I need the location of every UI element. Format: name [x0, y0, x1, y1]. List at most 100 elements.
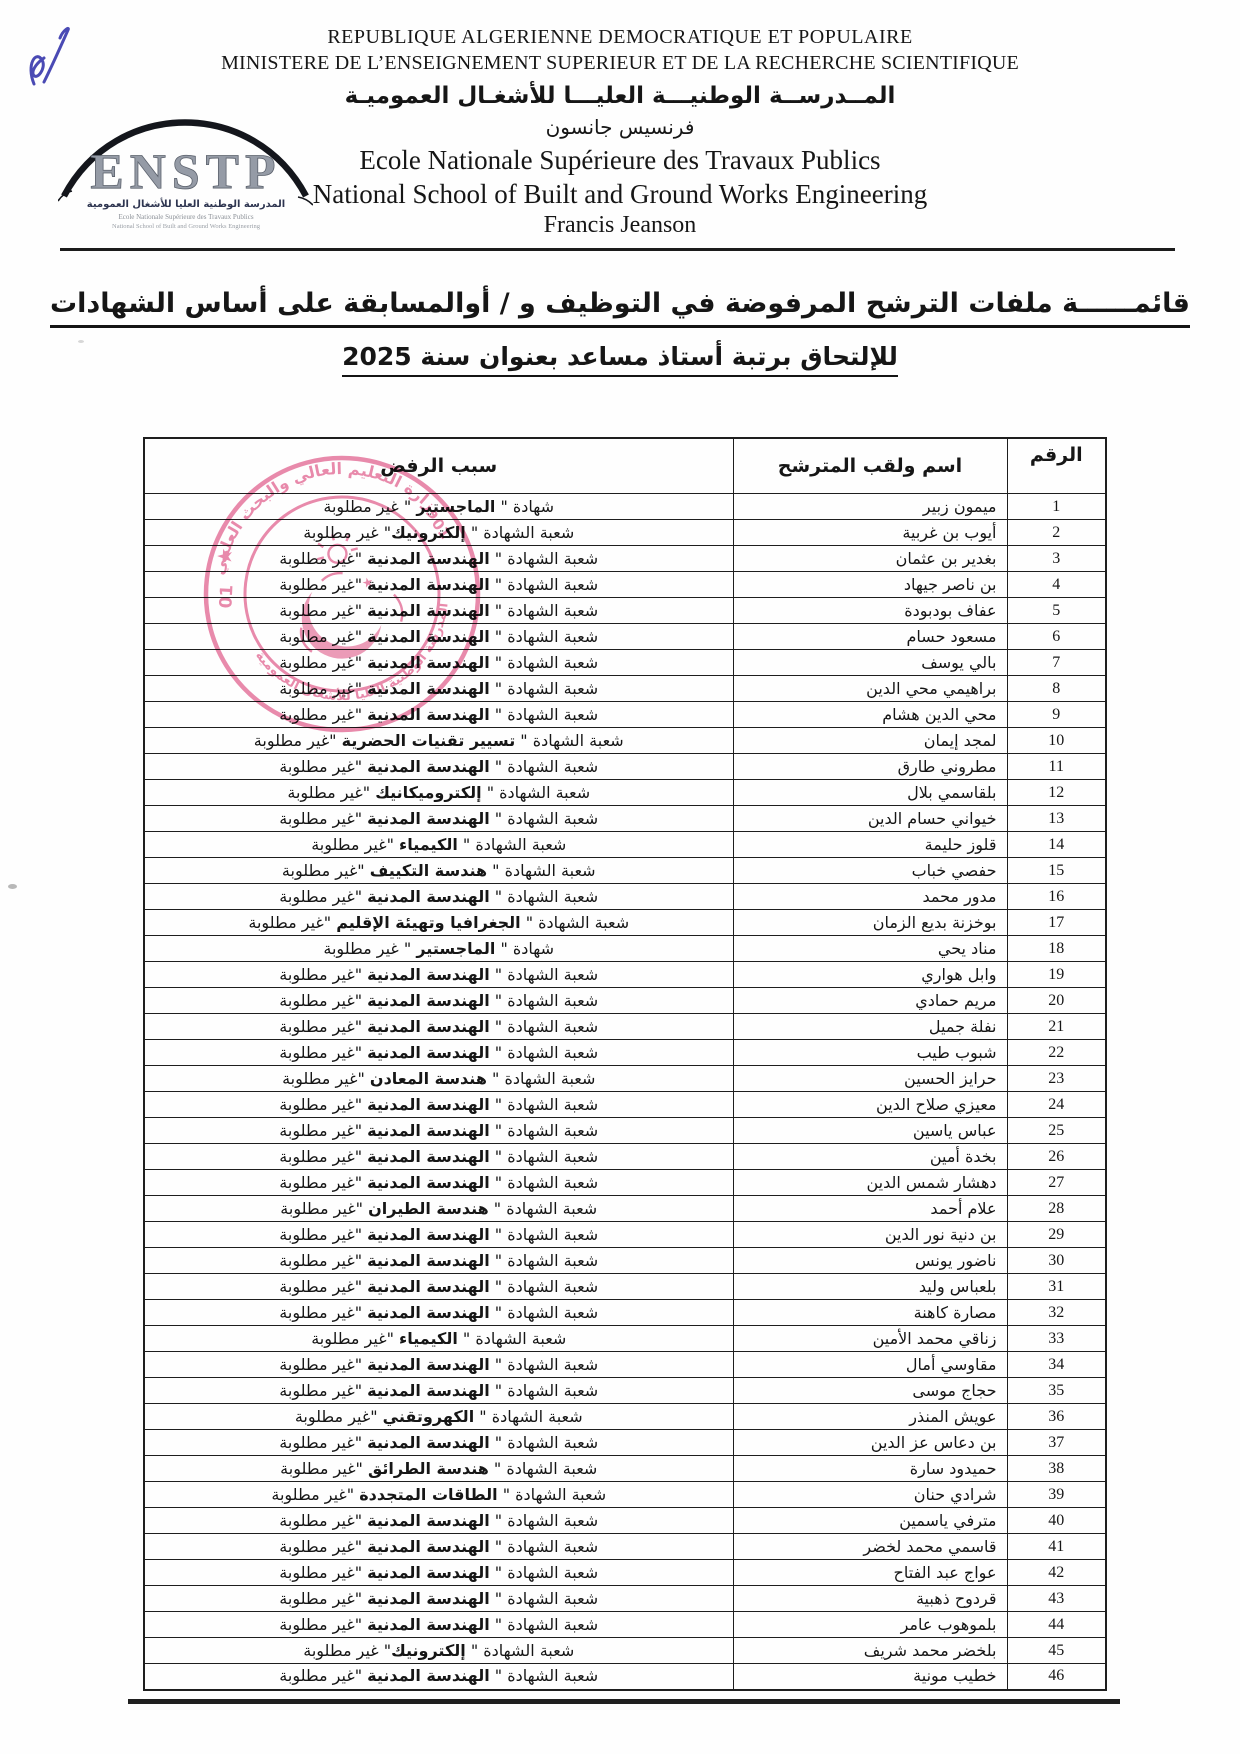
table-row: 37 بن دعاس عز الدين شعبة الشهادة " الهندسة… — [143, 1429, 1107, 1456]
table-row: 2 أيوب بن غربية شعبة الشهادة " إلكترونيك" … — [143, 519, 1107, 546]
candidate-name: قلوز حليمة — [732, 831, 1008, 858]
row-number: 36 — [1006, 1403, 1107, 1430]
rejection-reason: شعبة الشهادة " الهندسة المدنية "غير مطلو… — [143, 545, 734, 572]
candidate-name: أيوب بن غربية — [732, 519, 1008, 546]
candidate-name: عويش المنذر — [732, 1403, 1008, 1430]
row-number: 44 — [1006, 1611, 1107, 1638]
candidate-name: مترفي ياسمين — [732, 1507, 1008, 1534]
row-number: 32 — [1006, 1299, 1107, 1326]
candidate-name: خطيب مونية — [732, 1663, 1008, 1690]
candidate-name: محي الدين هشام — [732, 701, 1008, 728]
candidate-name: لمجد إيمان — [732, 727, 1008, 754]
candidate-name: معيزي صلاح الدين — [732, 1091, 1008, 1118]
rejection-reason: شعبة الشهادة " الكيمياء "غير مطلوبة — [143, 1325, 734, 1352]
rejection-reason: شعبة الشهادة " الهندسة المدنية "غير مطلو… — [143, 1559, 734, 1586]
candidate-name: حفصي خباب — [732, 857, 1008, 884]
enstp-logo: ENSTP المدرسة الوطنية العليا للأشغال الع… — [58, 119, 313, 230]
candidate-name: براهيمي محي الدين — [732, 675, 1008, 702]
row-number: 46 — [1006, 1663, 1107, 1690]
candidate-name: قردوح ذهبية — [732, 1585, 1008, 1612]
rejection-reason: شعبة الشهادة " الهندسة المدنية "غير مطلو… — [143, 1429, 734, 1456]
rejection-reason: شعبة الشهادة " الهندسة المدنية "غير مطلو… — [143, 883, 734, 910]
table-row: 1 ميمون زبير شهادة " الماجستير " غير مطلوب… — [143, 493, 1107, 520]
candidate-name: بن دعاس عز الدين — [732, 1429, 1008, 1456]
candidate-name: بلقاسمي بلال — [732, 779, 1008, 806]
rejection-reason: شعبة الشهادة " هندسة الطيران "غير مطلوبة — [143, 1195, 734, 1222]
school-name-english: National School of Built and Ground Work… — [312, 179, 928, 209]
candidate-name: عفاف بودبودة — [732, 597, 1008, 624]
rejection-reason: شعبة الشهادة " الهندسة المدنية "غير مطلو… — [143, 675, 734, 702]
logo-arabic-line: المدرسة الوطنية العليا للأشغال العمومية — [87, 197, 286, 210]
candidate-name: شرادي حنان — [732, 1481, 1008, 1508]
row-number: 19 — [1006, 961, 1107, 988]
table-row: 10 لمجد إيمان شعبة الشهادة " تسيير تقنيات … — [143, 727, 1107, 754]
table-row: 12 بلقاسمي بلال شعبة الشهادة " إلكتروميكان… — [143, 779, 1107, 806]
logo-french-line: Ecole Nationale Supérieure des Travaux P… — [118, 213, 253, 221]
row-number: 43 — [1006, 1585, 1107, 1612]
header-number: الرقم — [1006, 437, 1107, 494]
logo-acronym: ENSTP — [90, 143, 281, 199]
row-number: 4 — [1006, 571, 1107, 598]
rejection-reason: شعبة الشهادة " إلكتروميكانيك "غير مطلوبة — [143, 779, 734, 806]
row-number: 3 — [1006, 545, 1107, 572]
table-row: 28 علام أحمد شعبة الشهادة " هندسة الطيران … — [143, 1195, 1107, 1222]
rejection-reason: شعبة الشهادة " الهندسة المدنية "غير مطلو… — [143, 1143, 734, 1170]
row-number: 24 — [1006, 1091, 1107, 1118]
table-row: 3 بغدير بن عثمان شعبة الشهادة " الهندسة ال… — [143, 545, 1107, 572]
rejection-reason: شعبة الشهادة " الهندسة المدنية "غير مطلو… — [143, 1663, 734, 1690]
rejection-reason: شعبة الشهادة " الهندسة المدنية "غير مطلو… — [143, 1221, 734, 1248]
candidate-name: بوخزنة بديع الزمان — [732, 909, 1008, 936]
rejection-reason: شعبة الشهادة " الهندسة المدنية "غير مطلو… — [143, 1091, 734, 1118]
rejection-reason: شعبة الشهادة " الهندسة المدنية "غير مطلو… — [143, 1507, 734, 1534]
scan-speck — [8, 884, 17, 889]
rejection-reason: شعبة الشهادة " إلكترونيك" غير مطلوبة — [143, 1637, 734, 1664]
row-number: 5 — [1006, 597, 1107, 624]
row-number: 21 — [1006, 1013, 1107, 1040]
rejection-reason: شعبة الشهادة " الهندسة المدنية "غير مطلو… — [143, 961, 734, 988]
candidate-name: بن ناصر جيهاد — [732, 571, 1008, 598]
candidate-name: بخدة أمين — [732, 1143, 1008, 1170]
rejection-reason: شعبة الشهادة " الهندسة المدنية "غير مطلو… — [143, 1351, 734, 1378]
table-row: 38 حميدود سارة شعبة الشهادة " هندسة الطرائ… — [143, 1455, 1107, 1482]
table-row: 30 ناضور يونس شعبة الشهادة " الهندسة المدن… — [143, 1247, 1107, 1274]
rejection-reason: شعبة الشهادة " الهندسة المدنية "غير مطلو… — [143, 1117, 734, 1144]
rejection-table: الرقم اسم ولقب المترشح سبب الرفض 1 ميمون … — [143, 437, 1107, 1691]
rejection-reason: شعبة الشهادة " الهندسة المدنية "غير مطلو… — [143, 1585, 734, 1612]
rejection-reason: شعبة الشهادة " الهندسة المدنية "غير مطلو… — [143, 623, 734, 650]
row-number: 9 — [1006, 701, 1107, 728]
table-row: 18 مناد يحي شهادة " الماجستير " غير مطلوبة — [143, 935, 1107, 962]
row-number: 18 — [1006, 935, 1107, 962]
bottom-rule — [128, 1699, 1120, 1704]
header-divider — [60, 248, 1175, 251]
row-number: 29 — [1006, 1221, 1107, 1248]
row-number: 7 — [1006, 649, 1107, 676]
candidate-name: ناضور يونس — [732, 1247, 1008, 1274]
table-row: 31 بلعباس وليد شعبة الشهادة " الهندسة المد… — [143, 1273, 1107, 1300]
ministry-line: MINISTERE DE L’ENSEIGNEMENT SUPERIEUR ET… — [221, 52, 1019, 74]
rejection-reason: شعبة الشهادة " الهندسة المدنية "غير مطلو… — [143, 987, 734, 1014]
row-number: 26 — [1006, 1143, 1107, 1170]
table-header-row: الرقم اسم ولقب المترشح سبب الرفض — [143, 437, 1107, 494]
candidate-name: بن دنية نور الدين — [732, 1221, 1008, 1248]
row-number: 11 — [1006, 753, 1107, 780]
row-number: 37 — [1006, 1429, 1107, 1456]
candidate-name: دهشار شمس الدين — [732, 1169, 1008, 1196]
rejection-reason: شعبة الشهادة " إلكترونيك" غير مطلوبة — [143, 519, 734, 546]
scan-speck — [78, 340, 84, 343]
table-row: 15 حفصي خباب شعبة الشهادة " هندسة التكييف … — [143, 857, 1107, 884]
table-row: 43 قردوح ذهبية شعبة الشهادة " الهندسة المد… — [143, 1585, 1107, 1612]
candidate-name: مصارة كاهنة — [732, 1299, 1008, 1326]
row-number: 23 — [1006, 1065, 1107, 1092]
row-number: 15 — [1006, 857, 1107, 884]
table-row: 34 مقاوسي أمال شعبة الشهادة " الهندسة المد… — [143, 1351, 1107, 1378]
row-number: 41 — [1006, 1533, 1107, 1560]
table-row: 40 مترفي ياسمين شعبة الشهادة " الهندسة الم… — [143, 1507, 1107, 1534]
rejection-reason: شعبة الشهادة " الكيمياء "غير مطلوبة — [143, 831, 734, 858]
row-number: 30 — [1006, 1247, 1107, 1274]
candidate-name: بالي يوسف — [732, 649, 1008, 676]
candidate-name: قاسمي محمد لخضر — [732, 1533, 1008, 1560]
table-row: 8 براهيمي محي الدين شعبة الشهادة " الهندسة… — [143, 675, 1107, 702]
table-row: 42 عواج عبد الفتاح شعبة الشهادة " الهندسة … — [143, 1559, 1107, 1586]
table-row: 20 مريم حمادي شعبة الشهادة " الهندسة المدن… — [143, 987, 1107, 1014]
